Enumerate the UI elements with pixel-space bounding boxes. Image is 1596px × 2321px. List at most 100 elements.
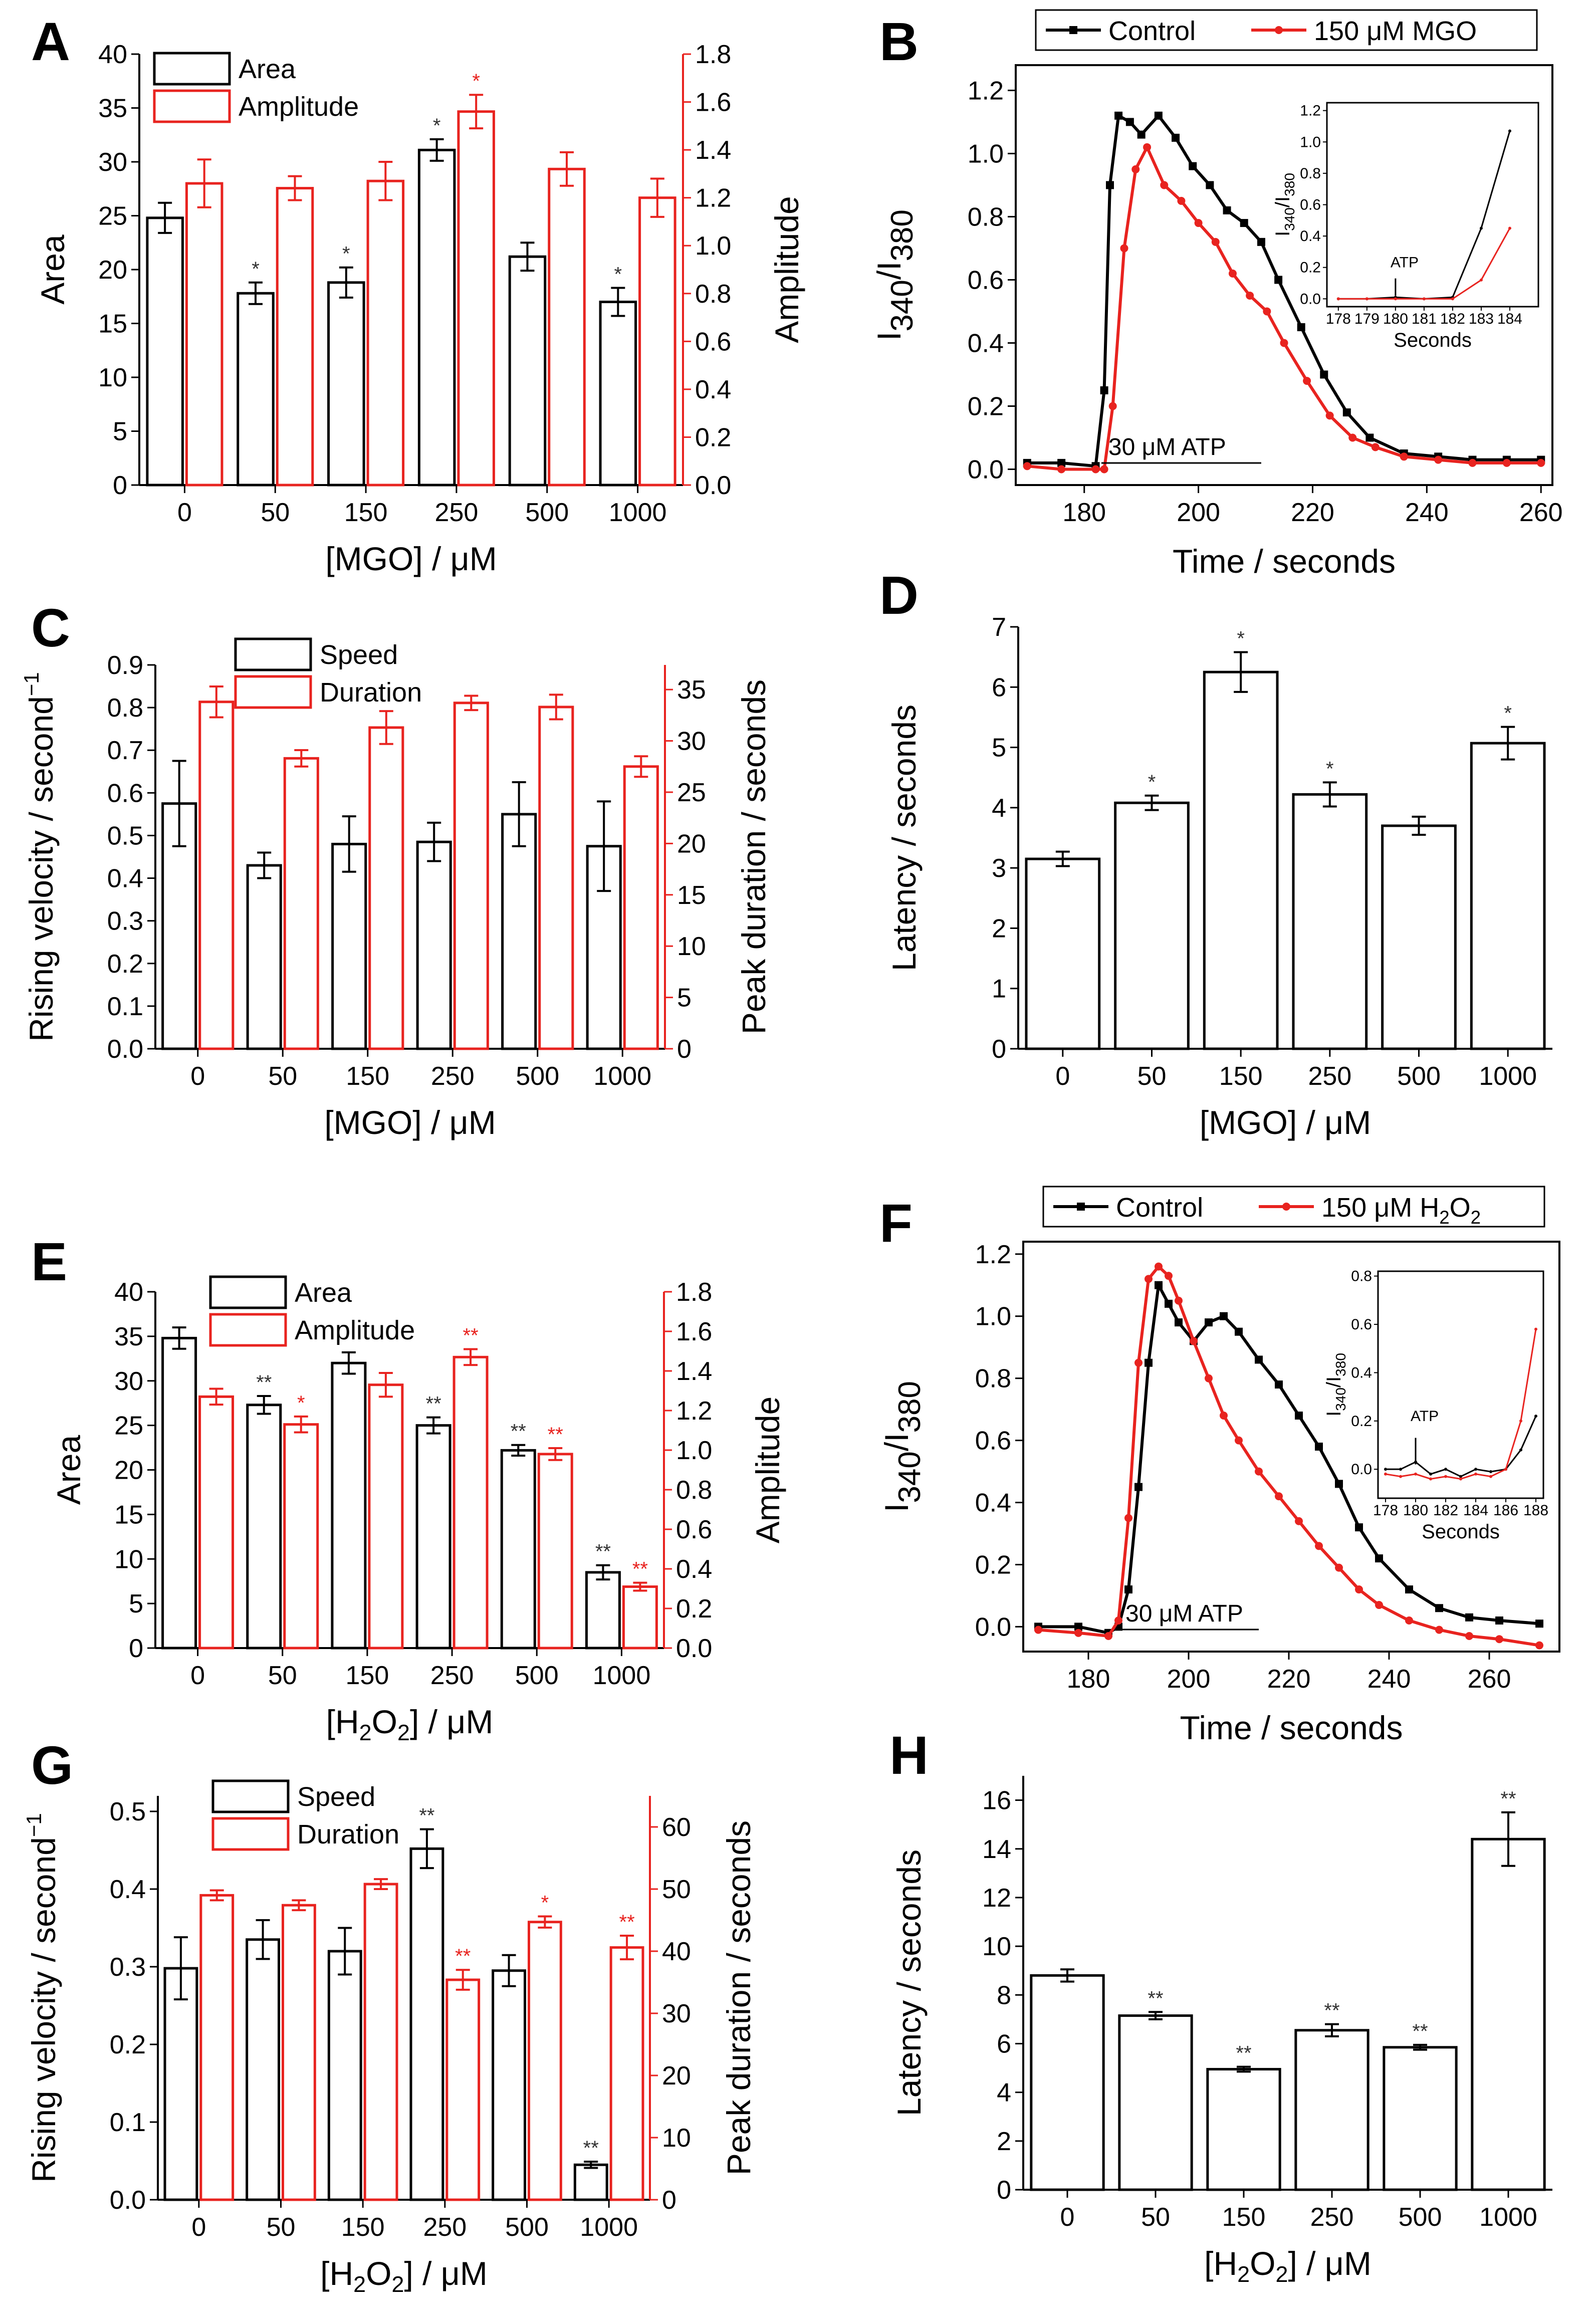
- bar-amplitude: [537, 1453, 573, 1650]
- y2-tick-label: 1.8: [695, 40, 731, 69]
- x-axis-title-part: 2: [359, 1720, 372, 1745]
- inset-data-point: [1479, 278, 1483, 282]
- inset-x-tick-label: 182: [1433, 1502, 1458, 1519]
- inset-x-axis-title: Seconds: [1422, 1521, 1500, 1543]
- data-point: [1100, 386, 1108, 394]
- y-tick-label: 0.4: [968, 329, 1004, 358]
- bar-latency: [1206, 2067, 1281, 2191]
- significance-star: *: [472, 70, 480, 92]
- y-tick-label: 6: [992, 673, 1006, 702]
- data-point: [1465, 1613, 1473, 1621]
- panel-label: D: [879, 565, 919, 625]
- data-point: [1034, 1626, 1042, 1634]
- x-axis-title-part: O: [366, 2255, 391, 2292]
- bar-duration: [282, 1904, 316, 2201]
- y-tick-label: 0.9: [107, 651, 143, 680]
- x-tick-label: 500: [516, 1062, 559, 1091]
- bar-speed: [246, 1938, 281, 2201]
- inset-y-tick-label: 0.2: [1351, 1413, 1372, 1430]
- inset-plot: 178 179 180 181 182 183 184 0.0 0.2 0.4 0.6 0.8 1.0 1…: [1272, 102, 1539, 351]
- inset-y-tick-label: 0.6: [1351, 1316, 1372, 1333]
- data-point: [1205, 1318, 1213, 1327]
- significance-star: **: [619, 1911, 635, 1933]
- inset-data-point: [1414, 1472, 1417, 1476]
- x-axis-title-part: [H: [320, 2255, 353, 2292]
- inset-y-tick-label: 0.4: [1300, 228, 1321, 245]
- x-tick-label: 250: [431, 1062, 475, 1091]
- panel-label: A: [31, 11, 70, 72]
- y-tick-label: 2: [997, 2127, 1011, 2156]
- data-point: [1355, 1585, 1363, 1594]
- data-point: [1535, 1619, 1543, 1628]
- y2-axis-title: Amplitude: [768, 196, 805, 343]
- inset-x-tick-label: 184: [1463, 1502, 1488, 1519]
- bar-amplitude: [276, 187, 314, 487]
- panel-h: H 0 2 4 6 8 10 12 14 16 0 50 150 250 500 1000 ** ** ** ** **…: [889, 1725, 1552, 2287]
- inset-data-point: [1451, 297, 1454, 301]
- y-axis-title-sup: −1: [22, 1813, 46, 1837]
- x-axis-title-part: 2: [397, 1720, 410, 1745]
- data-point: [1275, 1380, 1283, 1389]
- x-tick-label: 260: [1468, 1665, 1511, 1694]
- x-axis-title: [H2O2] / μM: [1204, 2245, 1372, 2287]
- x-tick-label: 180: [1067, 1665, 1110, 1694]
- bar-duration: [609, 1946, 644, 2201]
- bar-duration: [623, 765, 659, 1050]
- y2-tick-label: 1.2: [676, 1397, 712, 1426]
- legend-label-part: 2: [1439, 1207, 1449, 1228]
- y2-tick-label: 30: [662, 1999, 691, 2028]
- y-tick-label: 0: [113, 471, 127, 500]
- y-axis-title-text: Area: [34, 235, 71, 305]
- x-tick-label: 500: [515, 1661, 559, 1690]
- data-point: [1100, 465, 1108, 474]
- x-tick-label: 0: [190, 1062, 205, 1091]
- y-tick-label: 0.0: [975, 1612, 1011, 1642]
- inset-data-point: [1336, 297, 1340, 301]
- bar-area: [585, 1571, 621, 1650]
- y2-tick-label: 20: [677, 829, 706, 858]
- y2-tick-label: 0.0: [676, 1634, 712, 1663]
- legend-swatch: [211, 1779, 290, 1813]
- y2-tick-label: 0.6: [676, 1515, 712, 1544]
- y2-tick-label: 0.2: [695, 423, 731, 452]
- x-tick-label: 150: [346, 1661, 389, 1690]
- bar-speed: [163, 1967, 198, 2201]
- x-tick-label: 0: [1055, 1062, 1070, 1091]
- y-tick-label: 30: [114, 1367, 143, 1396]
- inset-data-point: [1459, 1475, 1462, 1478]
- bar-duration: [538, 706, 574, 1050]
- x-axis-title-part: ] / μM: [1288, 2245, 1371, 2282]
- inset-data-point: [1519, 1419, 1522, 1423]
- y-tick-label: 25: [98, 202, 127, 231]
- significance-star: *: [614, 264, 622, 286]
- x-tick-label: 240: [1405, 498, 1449, 527]
- x-axis-title-part: 2: [391, 2271, 404, 2297]
- bar-area: [508, 255, 547, 487]
- data-point: [1255, 1355, 1263, 1364]
- data-point: [1189, 162, 1197, 170]
- data-point: [1375, 1601, 1383, 1609]
- data-point: [1177, 196, 1186, 205]
- inset-y-title-sub: 340: [1333, 1387, 1348, 1411]
- data-point: [1134, 1483, 1143, 1491]
- data-point: [1435, 1604, 1443, 1612]
- y-tick-label: 12: [982, 1884, 1011, 1913]
- inset-y-title-main: I: [1323, 1411, 1345, 1417]
- bar-speed: [492, 1969, 526, 2201]
- panel-label: G: [31, 1735, 73, 1795]
- legend-swatch: [234, 637, 312, 671]
- x-tick-label: 250: [430, 1661, 474, 1690]
- y2-axis-title: Peak duration / seconds: [720, 1820, 757, 2175]
- data-point: [1315, 1542, 1323, 1550]
- y2-tick-label: 5: [677, 984, 692, 1013]
- legend-swatch: [211, 1817, 290, 1851]
- legend-label: Speed: [320, 640, 398, 670]
- data-point: [1074, 1622, 1082, 1631]
- data-point: [1246, 291, 1254, 300]
- bar-area: [146, 216, 184, 487]
- significance-star: *: [1504, 703, 1512, 725]
- y-tick-label: 5: [992, 734, 1006, 763]
- data-point: [1495, 1635, 1503, 1644]
- y-axis-title: Area: [34, 235, 71, 305]
- panel-label: C: [31, 597, 70, 658]
